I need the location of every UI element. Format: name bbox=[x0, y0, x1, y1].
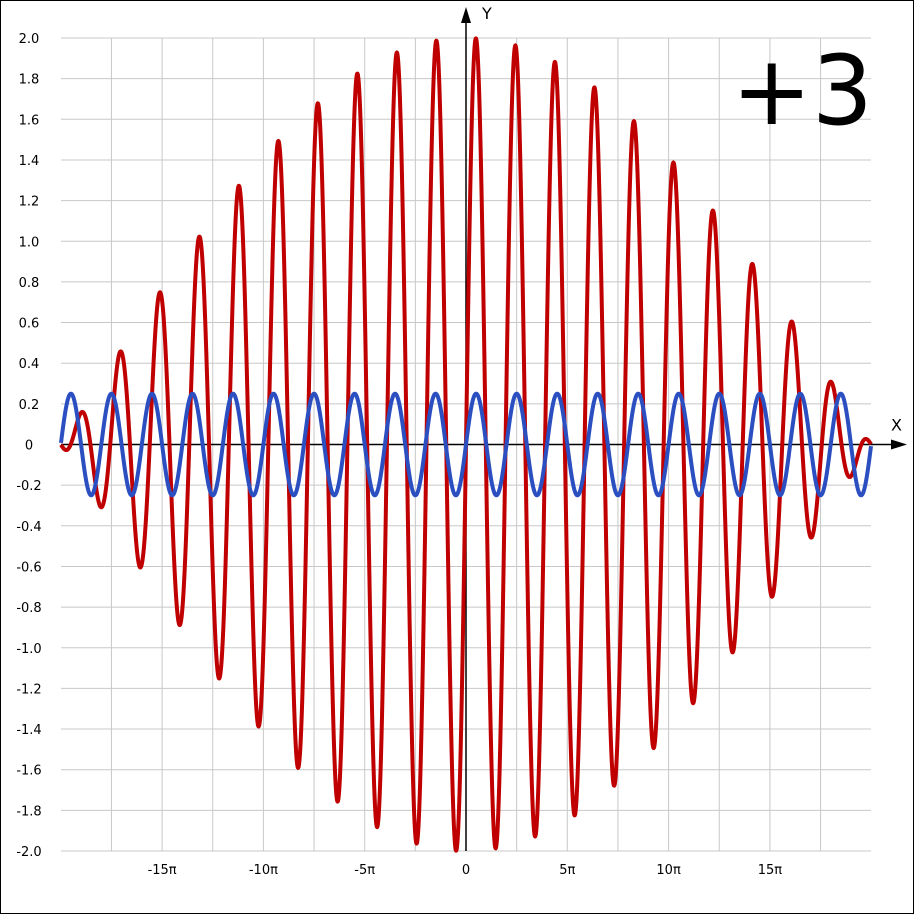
y-tick-label: 1.2 bbox=[19, 195, 40, 210]
x-tick-labels: -15π -10π -5π 0 5π 10π 15π bbox=[148, 863, 783, 878]
y-tick-label: 1.8 bbox=[19, 73, 40, 88]
y-tick-label: -0.2 bbox=[16, 479, 41, 494]
y-tick-label: 2.0 bbox=[19, 32, 40, 47]
y-tick-label: -1.8 bbox=[16, 804, 41, 819]
y-tick-labels: 2.0 1.8 1.6 1.4 1.2 1.0 0.8 0.6 0.4 0.2 0 -0.2 -0.4 -… bbox=[16, 32, 41, 860]
x-tick-label: -10π bbox=[249, 863, 278, 878]
y-tick-label: 0.8 bbox=[19, 276, 40, 291]
x-tick-label: 5π bbox=[559, 863, 575, 878]
x-tick-label: 0 bbox=[462, 863, 470, 878]
x-axis-label: X bbox=[891, 416, 902, 435]
y-tick-label: -0.4 bbox=[16, 520, 41, 535]
y-tick-label: 1.0 bbox=[19, 235, 40, 250]
x-axis-arrow bbox=[891, 439, 907, 450]
badge-label: +3 bbox=[731, 35, 873, 147]
y-tick-label: -1.4 bbox=[16, 723, 41, 738]
y-tick-label: -0.8 bbox=[16, 601, 41, 616]
y-tick-label: -2.0 bbox=[16, 845, 41, 860]
y-tick-label: 1.4 bbox=[19, 154, 40, 169]
y-tick-label: 0.6 bbox=[19, 317, 40, 332]
x-tick-label: -15π bbox=[148, 863, 177, 878]
y-axis-label: Y bbox=[481, 4, 492, 23]
y-tick-label: -1.2 bbox=[16, 682, 41, 697]
y-tick-label: 0 bbox=[25, 439, 33, 454]
x-tick-label: -5π bbox=[354, 863, 375, 878]
y-tick-label: -1.6 bbox=[16, 764, 41, 779]
x-tick-label: 10π bbox=[656, 863, 681, 878]
y-axis-arrow bbox=[461, 7, 471, 23]
y-tick-label: 0.4 bbox=[19, 357, 40, 372]
y-tick-label: -0.6 bbox=[16, 560, 41, 575]
y-tick-label: -1.0 bbox=[16, 642, 41, 657]
y-tick-label: 1.6 bbox=[19, 113, 40, 128]
x-tick-label: 15π bbox=[758, 863, 783, 878]
series-layer bbox=[59, 36, 873, 853]
y-tick-label: 0.2 bbox=[19, 398, 40, 413]
series-line-1 bbox=[59, 391, 873, 498]
